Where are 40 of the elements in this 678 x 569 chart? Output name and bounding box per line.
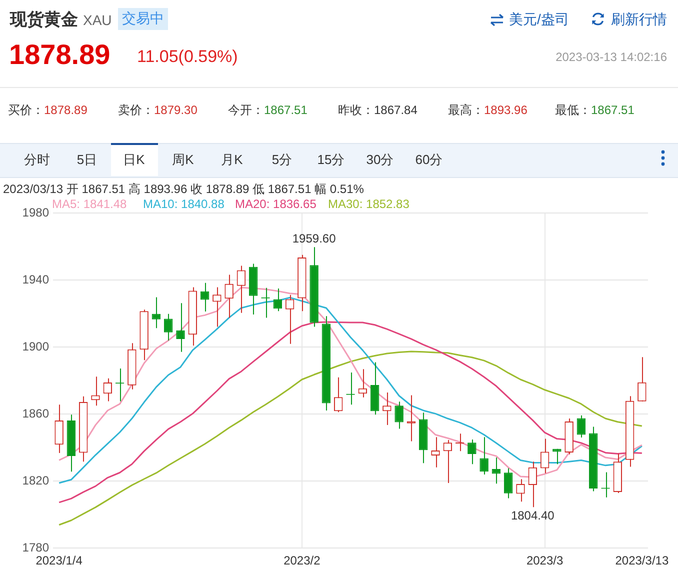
x-tick-label: 2023/2 (284, 554, 321, 568)
text: 2023/03/13 开 1867.51 高 1893.96 收 1878.89 低 1867.51 幅 0.51% (3, 181, 364, 198)
annotation: 1804.40 (510, 508, 555, 522)
text: 刷新行情 (611, 11, 667, 29)
text: 昨收：1867.84 (338, 103, 418, 117)
text: 最高：1893.96 (448, 103, 528, 117)
text: 最低：1867.51 (555, 103, 634, 117)
annotation: 1959.60 (292, 231, 336, 246)
text: 月K (220, 151, 244, 169)
x-tick-label: 2023/1/4 (36, 554, 83, 568)
text: MA5: 1841.48 (52, 197, 127, 211)
y-tick-label: 1940 (22, 272, 50, 286)
text: 卖价：1879.30 (118, 103, 198, 117)
y-tick-label: 1980 (22, 205, 50, 220)
text: MA10: 1840.88 (143, 197, 224, 211)
text: 5分 (270, 151, 294, 169)
text: 60分 (414, 151, 444, 169)
text: MA30: 1852.83 (328, 197, 410, 211)
chart-title: 现货黄金 XAU (10, 10, 112, 29)
text: 美元/盎司 (509, 11, 569, 29)
x-tick-label: 2023/3 (526, 554, 564, 568)
text: 1878.89 (44, 103, 88, 117)
y-tick-label: 1900 (22, 339, 50, 354)
text: 5日 (76, 151, 98, 169)
text: 11.05(0.59%) (137, 47, 238, 67)
y-tick-label: 1780 (22, 540, 50, 554)
text: 今开：1867.51 (228, 103, 308, 117)
text: 15分 (316, 151, 346, 169)
text: 分时 (23, 151, 51, 169)
y-tick-label: 1860 (22, 406, 50, 420)
x-tick-label: 2023/3/13 (615, 554, 669, 568)
y-tick-label: 1820 (22, 473, 50, 488)
text: 日K (122, 151, 146, 169)
text: 2023-03-13 14:02:16 (556, 50, 667, 64)
text: 周K (171, 151, 195, 169)
text: 交易中 (118, 8, 168, 30)
text: 1878.89 (9, 39, 110, 70)
text: 买价： (8, 103, 44, 117)
text: 30分 (365, 151, 395, 169)
text: MA20: 1836.65 (235, 197, 316, 211)
